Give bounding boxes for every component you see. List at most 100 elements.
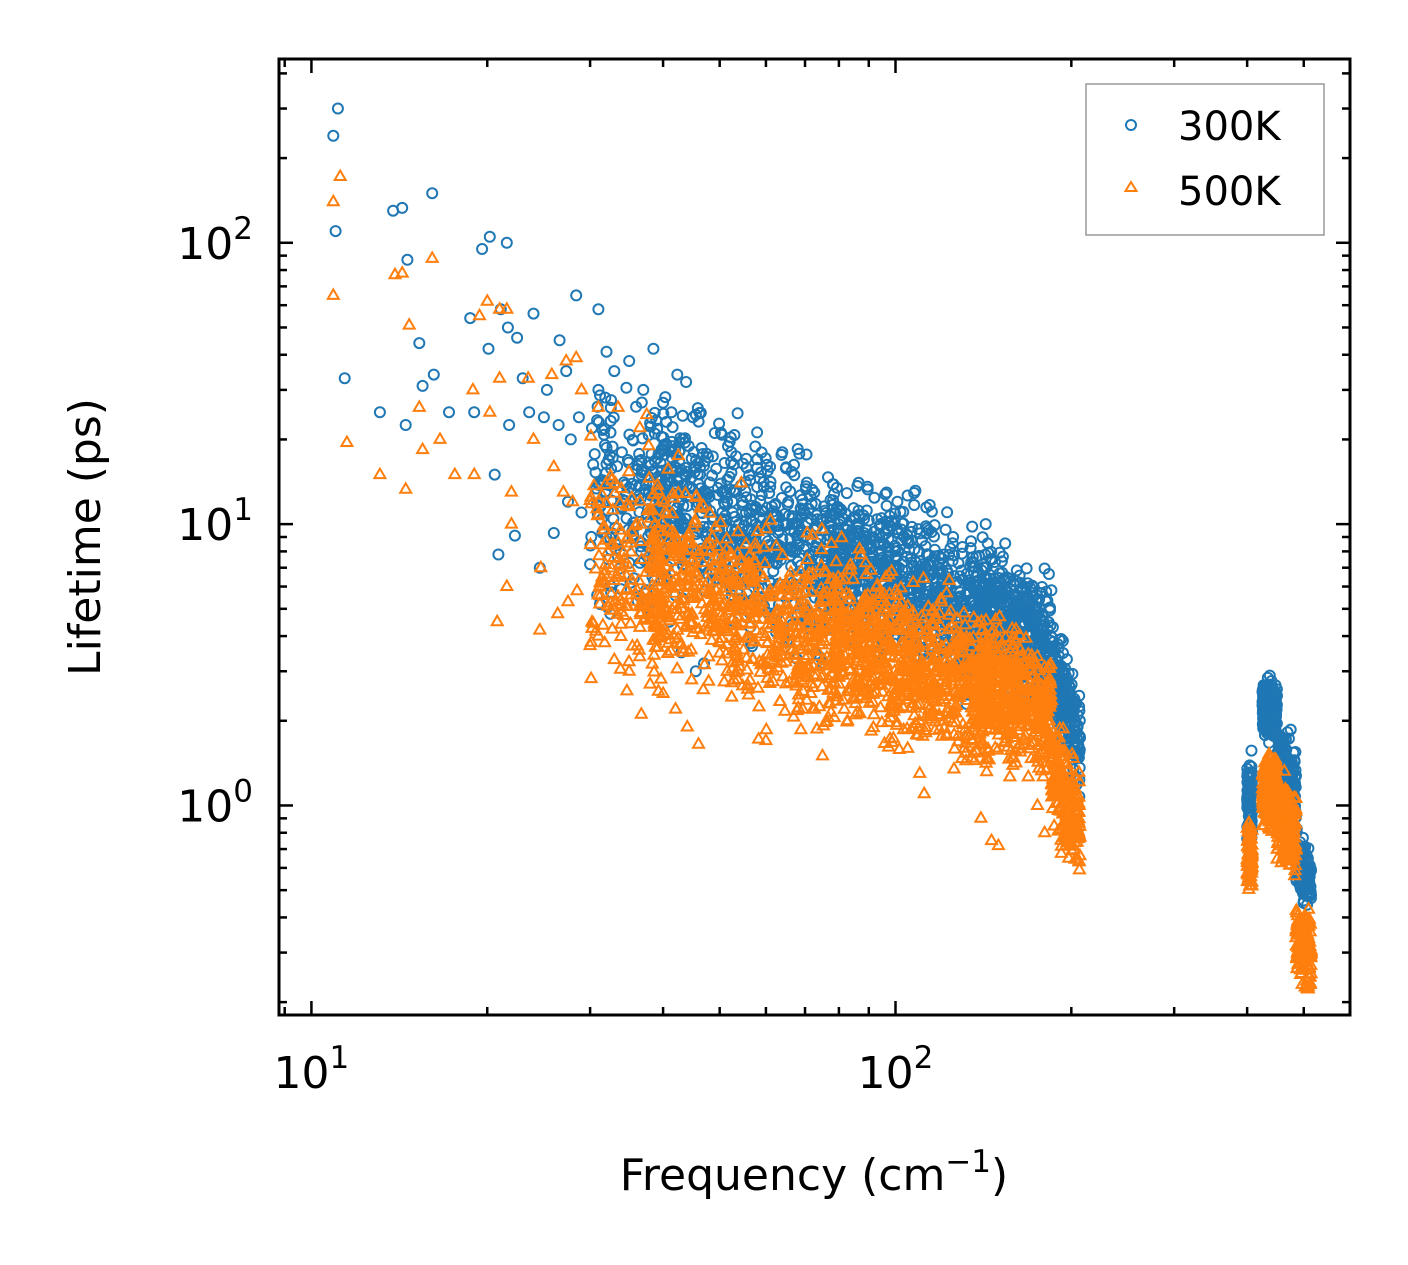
data-point-300k <box>703 476 716 489</box>
data-point-500k <box>708 519 723 532</box>
data-point-300k <box>804 512 817 525</box>
data-point-500k <box>907 715 923 729</box>
data-point-500k <box>692 500 708 513</box>
data-point-500k <box>633 516 649 529</box>
data-point-500k <box>624 524 640 537</box>
data-point-500k <box>685 519 701 532</box>
data-point-300k <box>851 527 864 540</box>
data-point-500k <box>591 506 606 519</box>
data-point-500k <box>621 463 637 477</box>
data-point-500k <box>671 447 686 461</box>
data-point-500k <box>956 644 972 658</box>
data-point-500k <box>816 563 832 576</box>
data-point-500k <box>959 628 974 642</box>
data-point-300k <box>785 560 798 573</box>
data-point-300k <box>828 487 840 500</box>
data-point-500k <box>828 553 844 567</box>
data-point-500k <box>841 680 856 694</box>
data-point-300k <box>373 406 386 419</box>
data-point-300k <box>1269 687 1282 700</box>
data-point-300k <box>1025 586 1038 599</box>
data-point-500k <box>704 583 720 597</box>
data-point-300k <box>575 506 588 519</box>
data-point-500k <box>719 663 735 676</box>
data-point-500k <box>900 598 916 611</box>
data-point-500k <box>624 572 640 585</box>
data-point-500k <box>748 592 763 606</box>
data-point-500k <box>653 595 668 609</box>
data-point-500k <box>941 572 957 585</box>
data-point-500k <box>947 668 962 682</box>
data-point-500k <box>787 647 803 660</box>
data-point-500k <box>699 536 714 550</box>
data-point-500k <box>682 614 698 627</box>
data-point-500k <box>887 622 902 635</box>
data-point-500k <box>890 594 905 608</box>
data-point-300k <box>540 383 553 396</box>
data-point-500k <box>852 640 867 654</box>
data-point-500k <box>629 637 645 651</box>
data-point-500k <box>910 697 925 710</box>
data-point-500k <box>918 684 933 698</box>
data-point-300k <box>775 492 788 504</box>
data-point-500k <box>616 544 631 558</box>
data-point-500k <box>872 584 888 597</box>
data-point-500k <box>619 568 634 581</box>
data-point-500k <box>919 708 934 722</box>
data-point-500k <box>727 630 743 643</box>
data-point-300k <box>983 572 996 585</box>
data-point-300k <box>946 554 959 567</box>
data-point-500k <box>799 604 815 617</box>
data-point-300k <box>1053 633 1066 646</box>
data-point-500k <box>768 538 784 551</box>
data-point-500k <box>699 605 715 618</box>
data-point-500k <box>597 634 612 648</box>
data-point-500k <box>701 673 716 686</box>
data-point-300k <box>396 201 409 214</box>
data-point-500k <box>914 608 929 621</box>
data-point-500k <box>610 569 626 582</box>
data-point-500k <box>846 672 861 685</box>
data-point-500k <box>596 517 612 531</box>
data-point-300k <box>997 574 1010 587</box>
data-point-500k <box>750 680 766 693</box>
data-point-500k <box>909 636 925 649</box>
data-point-300k <box>1304 885 1317 898</box>
data-point-300k <box>657 444 669 457</box>
data-point-300k <box>1300 848 1313 861</box>
data-point-500k <box>680 579 695 592</box>
data-point-300k <box>560 365 573 378</box>
data-point-300k <box>1046 621 1059 634</box>
data-point-500k <box>750 523 766 536</box>
data-point-300k <box>934 562 946 575</box>
data-point-500k <box>899 685 914 698</box>
data-point-500k <box>793 596 809 609</box>
data-point-500k <box>775 668 791 682</box>
data-point-300k <box>916 568 929 581</box>
data-point-500k <box>583 489 599 502</box>
data-point-300k <box>790 543 803 556</box>
data-point-500k <box>875 653 891 667</box>
data-point-500k <box>789 618 804 631</box>
data-point-500k <box>853 546 868 560</box>
data-point-500k <box>721 623 736 637</box>
data-point-300k <box>721 495 734 508</box>
data-point-500k <box>801 640 816 653</box>
data-point-500k <box>957 740 972 753</box>
data-point-300k <box>1062 691 1075 704</box>
data-point-500k <box>799 525 815 538</box>
data-point-300k <box>665 406 678 419</box>
data-point-500k <box>660 645 675 658</box>
data-point-500k <box>1012 627 1028 640</box>
data-point-500k <box>732 552 748 565</box>
data-point-500k <box>799 658 815 672</box>
data-point-300k <box>800 448 813 461</box>
data-point-500k <box>725 611 740 625</box>
data-point-500k <box>799 551 815 564</box>
data-point-300k <box>979 601 992 614</box>
data-point-500k <box>747 552 762 565</box>
data-point-500k <box>820 682 836 695</box>
data-point-500k <box>791 597 807 610</box>
data-point-500k <box>895 606 910 619</box>
data-point-500k <box>703 541 719 555</box>
